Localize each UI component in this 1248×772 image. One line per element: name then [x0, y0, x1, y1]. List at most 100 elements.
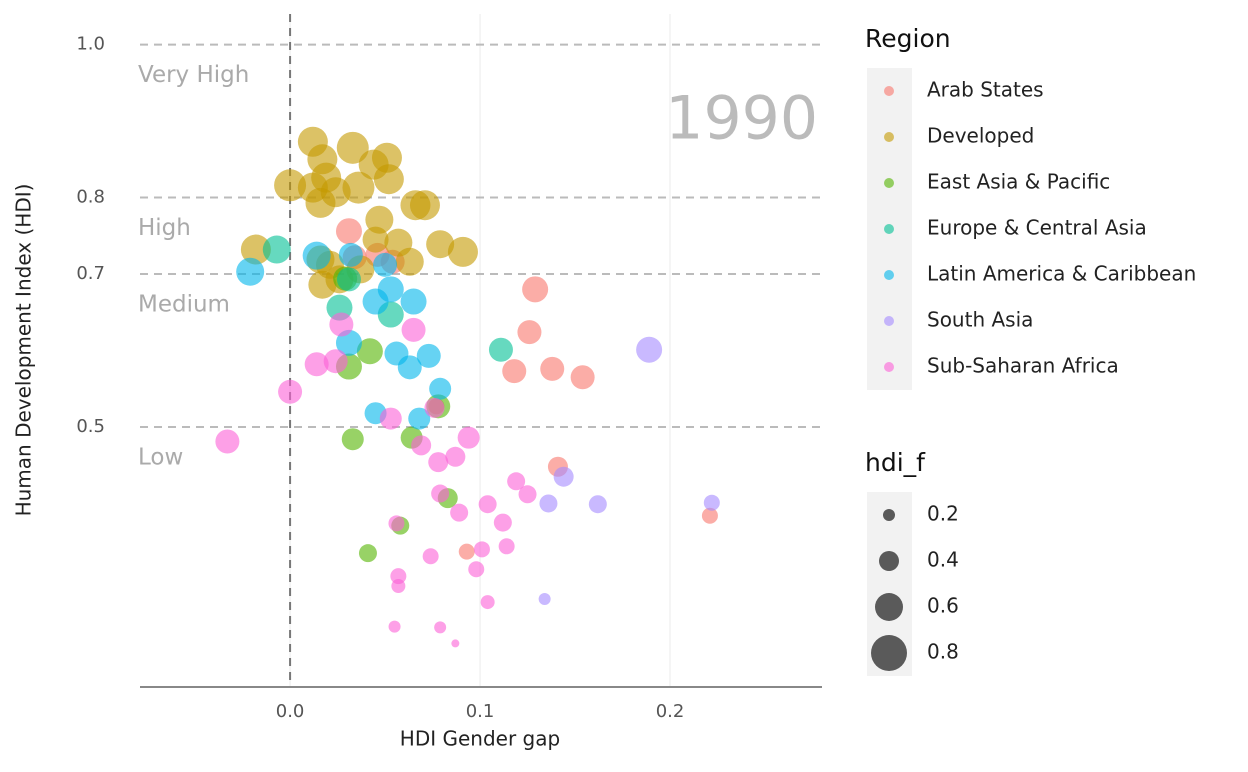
x-tick-label: 0.1 [466, 701, 495, 722]
bubble [426, 230, 455, 259]
bubble [388, 620, 401, 633]
bubble [701, 507, 718, 524]
bubble [507, 472, 526, 491]
band-label: Medium [138, 292, 230, 318]
y-axis-title: Human Development Index (HDI) [12, 184, 36, 517]
bubble [278, 379, 303, 404]
bubble [450, 503, 469, 522]
bubble [451, 639, 460, 648]
bubble [445, 446, 466, 467]
bubble [356, 338, 383, 365]
bubble [522, 276, 549, 303]
bubble [336, 267, 361, 292]
bubble [373, 252, 398, 277]
bubble [401, 317, 426, 342]
bubble [468, 561, 485, 578]
bubble [302, 241, 331, 270]
legend-key [884, 362, 894, 372]
bubble [329, 312, 354, 337]
bubble [377, 276, 404, 303]
bubble [428, 452, 449, 473]
legend-key [884, 270, 894, 280]
bubble [373, 164, 404, 195]
bubble [502, 359, 527, 384]
bubble [395, 247, 424, 276]
legend-key [884, 86, 894, 96]
bubble [338, 242, 363, 267]
bubble [409, 190, 440, 221]
bubble [416, 343, 441, 368]
bubble [540, 356, 565, 381]
bubble [362, 226, 389, 253]
bubble [240, 234, 271, 265]
bubble [411, 435, 432, 456]
size-legend-key [883, 509, 895, 521]
size-legend-key [871, 635, 907, 671]
bubble [434, 621, 447, 634]
x-tick-label: 0.0 [276, 701, 305, 722]
bubble [588, 495, 607, 514]
bubble [570, 365, 595, 390]
size-legend-title: hdi_f [865, 448, 926, 477]
size-legend-label: 0.6 [927, 594, 959, 618]
legend-key [884, 132, 894, 142]
bubble [390, 568, 407, 585]
bubble [553, 466, 574, 487]
legend-key [884, 178, 894, 188]
bubble [473, 541, 490, 558]
bubble [447, 236, 478, 267]
y-tick-label: 0.8 [76, 187, 105, 208]
x-tick-label: 0.2 [656, 701, 685, 722]
bubble [358, 544, 377, 563]
bubble [480, 595, 495, 610]
legend-label: Latin America & Caribbean [927, 262, 1196, 286]
bubble [517, 320, 542, 345]
bubble [424, 397, 445, 418]
bubble [478, 495, 497, 514]
bubble [274, 169, 307, 202]
bubble [539, 494, 558, 513]
bubble [493, 513, 512, 532]
bubble [538, 593, 551, 606]
bubble [262, 235, 291, 264]
legend-key [884, 316, 894, 326]
bubble [431, 484, 450, 503]
bubble [408, 407, 431, 430]
bubble [215, 429, 240, 454]
x-axis-title: HDI Gender gap [400, 727, 560, 751]
band-label: Low [138, 444, 183, 470]
size-legend-label: 0.8 [927, 640, 959, 664]
size-legend-key [875, 593, 903, 621]
bubble [365, 205, 394, 234]
bubble [336, 131, 369, 164]
bubble [703, 494, 720, 511]
legend-label: South Asia [927, 308, 1033, 332]
y-tick-label: 1.0 [76, 34, 105, 55]
bubble [342, 171, 375, 204]
legend-label: Europe & Central Asia [927, 216, 1147, 240]
bubble [400, 288, 427, 315]
year-annotation: 1990 [665, 84, 818, 154]
bubble [636, 336, 663, 363]
band-label: High [138, 215, 191, 241]
legend-label: Developed [927, 124, 1034, 148]
bubble [236, 257, 265, 286]
size-legend-label: 0.2 [927, 502, 959, 526]
bubble [397, 355, 422, 380]
bubble [305, 187, 336, 218]
legend-label: Sub-Saharan Africa [927, 354, 1119, 378]
bubble [498, 538, 515, 555]
size-legend-key [879, 551, 899, 571]
bubble [341, 428, 364, 451]
size-legend-label: 0.4 [927, 548, 959, 572]
bubble [388, 515, 405, 532]
y-tick-label: 0.5 [76, 416, 105, 437]
bubble [304, 352, 329, 377]
bubble [457, 426, 480, 449]
bubble [518, 485, 537, 504]
bubble [335, 218, 362, 245]
bubble [391, 579, 406, 594]
y-tick-label: 0.7 [76, 263, 105, 284]
bubble [429, 377, 452, 400]
